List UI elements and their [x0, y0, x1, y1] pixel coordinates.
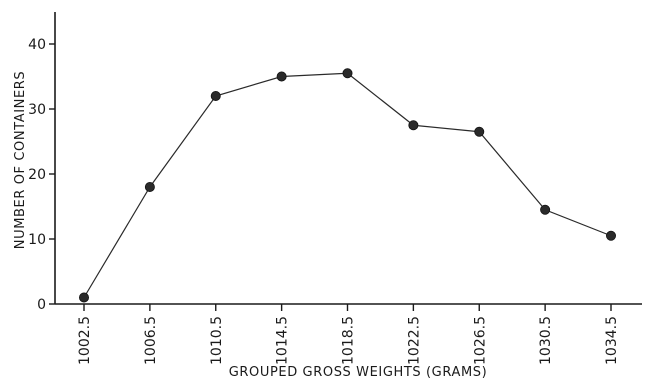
- y-axis-title: NUMBER OF CONTAINERS: [13, 71, 28, 250]
- y-tick-label: 20: [28, 167, 46, 183]
- x-tick-label: 1014.5: [275, 316, 291, 365]
- data-point: [342, 68, 353, 79]
- x-tick-label: 1002.5: [77, 316, 93, 365]
- x-tick-label: 1034.5: [604, 316, 620, 365]
- y-tick-label: 40: [28, 37, 46, 53]
- data-points: [79, 68, 617, 303]
- y-tick-label: 30: [28, 102, 46, 118]
- x-tick-label: 1010.5: [209, 316, 225, 365]
- y-tick-label: 10: [28, 232, 46, 248]
- data-point: [210, 91, 221, 102]
- data-point: [276, 71, 287, 82]
- y-tick-label: 0: [37, 297, 46, 313]
- x-tick-label: 1006.5: [143, 316, 159, 365]
- x-axis-title: GROUPED GROSS WEIGHTS (GRAMS): [229, 365, 488, 380]
- x-tick-label: 1026.5: [472, 316, 488, 365]
- x-tick-label: 1018.5: [341, 316, 357, 365]
- data-point: [408, 120, 419, 131]
- y-axis-ticks: 0 10 20 30 40: [28, 37, 55, 313]
- data-point: [606, 230, 617, 241]
- data-point: [79, 292, 90, 303]
- data-point: [474, 126, 485, 137]
- data-point: [540, 204, 551, 215]
- x-tick-label: 1022.5: [406, 316, 422, 365]
- data-point: [144, 181, 155, 192]
- series-line: [83, 72, 612, 298]
- x-axis-ticks: 1002.5 1006.5 1010.5 1014.5 1018.5 1022.5 1026…: [77, 304, 620, 365]
- x-tick-label: 1030.5: [538, 316, 554, 365]
